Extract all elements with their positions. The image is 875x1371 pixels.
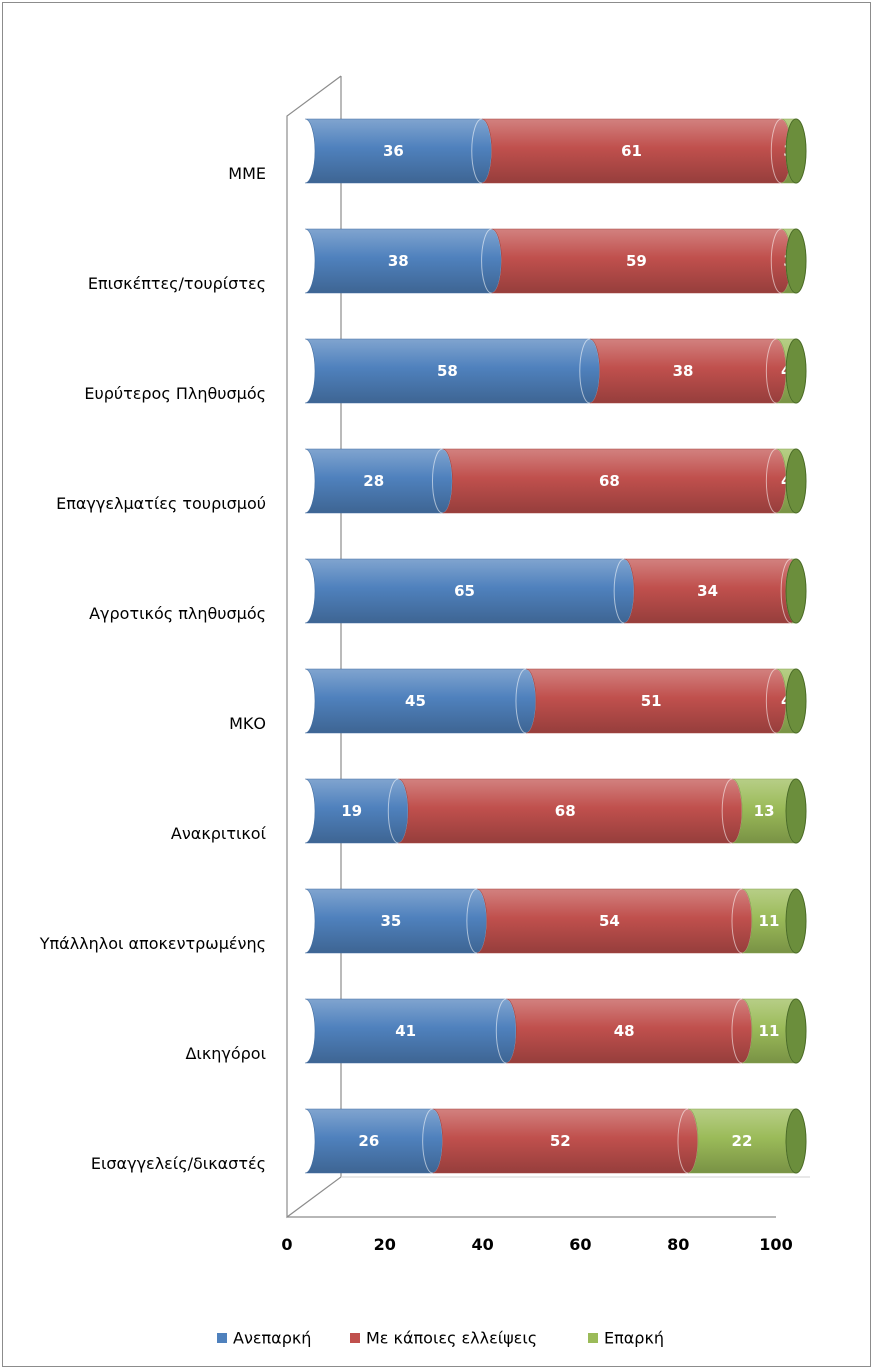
data-label: 68 [555, 802, 576, 820]
data-label: 35 [380, 912, 401, 930]
data-label: 59 [626, 252, 647, 270]
category-label: Ανακριτικοί [171, 824, 267, 843]
x-tick-label: 0 [281, 1235, 292, 1254]
legend-item-1: Με κάποιες ελλείψεις [350, 1329, 537, 1348]
bar-end-cap [785, 998, 807, 1064]
bar-row-8: 41 48 11 [304, 998, 807, 1064]
legend-swatch [588, 1333, 598, 1343]
data-label: 11 [759, 1022, 780, 1040]
data-label: 22 [732, 1132, 753, 1150]
x-tick-label: 80 [667, 1235, 689, 1254]
category-label: Αγροτικός πληθυσμός [89, 604, 266, 623]
bar-row-1: 38593 [304, 228, 807, 294]
category-label: Εισαγγελείς/δικαστές [91, 1154, 266, 1173]
category-label: ΜΜΕ [228, 164, 266, 183]
data-label: 58 [437, 362, 458, 380]
bar-row-7: 35 54 11 [304, 888, 807, 954]
data-label: 13 [754, 802, 775, 820]
legend-item-0: Ανεπαρκή [217, 1329, 311, 1348]
bar-end-cap [785, 668, 807, 734]
x-tick-label: 60 [569, 1235, 591, 1254]
bar-end-cap [785, 118, 807, 184]
bar-row-2: 58384 [304, 338, 807, 404]
bar-row-3: 28684 [304, 448, 807, 514]
legend-swatch [217, 1333, 227, 1343]
category-label: Ευρύτερος Πληθυσμός [84, 384, 266, 403]
category-label: Επαγγελματίες τουρισμού [56, 494, 266, 513]
bar-end-cap [785, 888, 807, 954]
bar-row-5: 45514 [304, 668, 807, 734]
chart-axes: 0 20 40 60 80 100 [281, 75, 810, 1254]
data-label: 41 [395, 1022, 416, 1040]
data-label: 19 [341, 802, 362, 820]
data-label: 38 [388, 252, 409, 270]
category-label: Δικηγόροι [185, 1044, 266, 1063]
chart-legend: Ανεπαρκή Με κάποιες ελλείψεις Επαρκή [217, 1329, 664, 1348]
data-label: 26 [358, 1132, 379, 1150]
data-label: 65 [454, 582, 475, 600]
data-label: 36 [383, 142, 404, 160]
bar-end-cap [785, 778, 807, 844]
bar-row-9: 26 52 22 [304, 1108, 807, 1174]
legend-label: Ανεπαρκή [233, 1329, 311, 1348]
data-label: 68 [599, 472, 620, 490]
data-label: 34 [697, 582, 718, 600]
legend-item-2: Επαρκή [588, 1329, 664, 1348]
bar-end-cap [785, 338, 807, 404]
bar-end-cap [785, 228, 807, 294]
bar-end-cap [785, 1108, 807, 1174]
x-tick-label: 100 [759, 1235, 792, 1254]
legend-label: Με κάποιες ελλείψεις [366, 1329, 537, 1348]
data-label: 48 [614, 1022, 635, 1040]
legend-swatch [350, 1333, 360, 1343]
chart-bars: 3661338593583842868465341455141968133554… [304, 118, 807, 1174]
bar-row-4: 65341 [304, 558, 807, 624]
category-label: Υπάλληλοι αποκεντρωμένης [39, 934, 266, 953]
data-label: 51 [641, 692, 662, 710]
bar-row-6: 19 68 13 [304, 778, 807, 844]
category-label: ΜΚΟ [229, 714, 266, 733]
data-label: 11 [759, 912, 780, 930]
data-label: 45 [405, 692, 426, 710]
data-label: 28 [363, 472, 384, 490]
x-tick-label: 40 [471, 1235, 493, 1254]
data-label: 61 [621, 142, 642, 160]
data-label: 38 [673, 362, 694, 380]
x-tick-label: 20 [374, 1235, 396, 1254]
legend-label: Επαρκή [604, 1329, 664, 1348]
bar-end-cap [785, 448, 807, 514]
data-label: 54 [599, 912, 620, 930]
bar-end-cap [785, 558, 807, 624]
data-label: 52 [550, 1132, 571, 1150]
chart-labels: ΜΜΕ Επισκέπτες/τουρίστες Ευρύτερος Πληθυσμ… [39, 164, 267, 1173]
category-label: Επισκέπτες/τουρίστες [88, 274, 266, 293]
